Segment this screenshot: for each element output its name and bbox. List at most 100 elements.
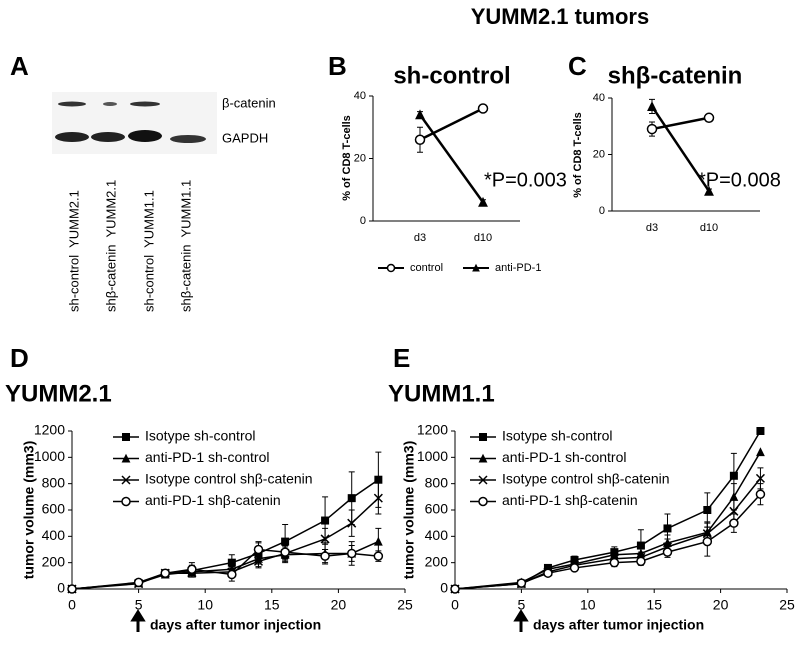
marker <box>516 578 527 588</box>
series-line <box>454 493 761 590</box>
marker <box>450 584 460 594</box>
marker <box>702 536 713 547</box>
y-tick-label: 1000 <box>417 448 448 464</box>
marker <box>320 551 330 561</box>
marker <box>636 541 645 550</box>
lane-label: sh-control YUMM2.1 <box>66 190 81 312</box>
x-tick-label: 5 <box>135 597 143 613</box>
legend-label: Isotype control shβ-catenin <box>502 471 670 487</box>
legend-label: anti-PD-1 shβ-catenin <box>502 492 638 508</box>
marker <box>253 544 264 555</box>
annotation: *P=0.008 <box>698 169 781 191</box>
x-tick-label: 15 <box>264 597 280 613</box>
y-axis-label: % of CD8 T-cells <box>341 115 353 201</box>
marker <box>347 494 356 503</box>
arrow <box>513 609 529 632</box>
marker <box>373 536 383 546</box>
legend-label: anti-PD-1 shβ-catenin <box>145 492 281 508</box>
x-tick-label: 20 <box>331 597 347 613</box>
y-tick-label: 200 <box>425 553 449 569</box>
marker <box>281 537 290 546</box>
marker <box>756 427 765 435</box>
marker <box>477 103 489 114</box>
series-line <box>651 116 710 131</box>
y-tick-label: 800 <box>42 474 66 490</box>
figure-title: YUMM2.1 tumors <box>471 4 649 29</box>
marker <box>478 475 488 485</box>
panel-label: C <box>568 51 587 81</box>
marker <box>609 557 620 568</box>
chart-title: YUMM2.1 <box>5 380 112 407</box>
marker <box>729 471 738 480</box>
marker <box>346 548 357 559</box>
marker <box>478 496 488 507</box>
x-tick-label: 15 <box>646 597 662 613</box>
marker <box>478 196 488 207</box>
series-line <box>71 548 379 590</box>
marker <box>386 263 396 273</box>
chart-title: sh-control <box>393 62 510 89</box>
chart-title: shβ-catenin <box>608 62 743 89</box>
x-tick-label: 10 <box>197 597 213 613</box>
y-tick-label: 600 <box>42 501 66 517</box>
marker <box>121 475 131 485</box>
marker <box>160 568 170 578</box>
x-tick-label: 0 <box>451 597 459 613</box>
series-line <box>71 540 379 590</box>
marker <box>121 496 131 507</box>
y-tick-label: 40 <box>354 90 366 102</box>
marker <box>253 556 264 566</box>
marker <box>320 534 330 544</box>
panel-label: D <box>10 343 29 373</box>
marker <box>67 584 77 594</box>
marker <box>122 433 130 441</box>
chart-title: YUMM1.1 <box>388 380 495 407</box>
marker <box>347 518 357 528</box>
y-tick-label: 600 <box>425 501 449 517</box>
y-tick-label: 40 <box>593 92 605 104</box>
marker <box>662 547 673 557</box>
y-tick-label: 20 <box>354 152 366 164</box>
series-line <box>418 114 485 203</box>
lane-label: shβ-catenin YUMM1.1 <box>178 180 193 312</box>
y-tick-label: 400 <box>42 527 66 543</box>
marker <box>321 516 330 525</box>
legend-label: anti-PD-1 <box>495 262 541 274</box>
y-tick-label: 0 <box>57 580 65 596</box>
legend-label: anti-PD-1 sh-control <box>502 449 627 465</box>
x-tick-label: 25 <box>397 597 413 613</box>
marker <box>478 453 488 463</box>
marker <box>729 492 739 501</box>
marker <box>729 518 739 528</box>
marker <box>280 547 290 557</box>
marker <box>472 263 480 272</box>
marker <box>373 493 383 503</box>
marker <box>415 109 425 120</box>
marker <box>704 185 714 196</box>
legend-label: Isotype sh-control <box>502 428 613 444</box>
y-tick-label: 1200 <box>34 422 65 438</box>
marker <box>636 556 646 567</box>
y-tick-label: 20 <box>593 148 605 160</box>
lane-label: shβ-catenin YUMM2.1 <box>103 180 118 312</box>
marker <box>121 453 131 463</box>
marker <box>756 447 765 457</box>
legend-label: anti-PD-1 sh-control <box>145 449 270 465</box>
marker <box>755 473 765 483</box>
series-line <box>454 451 762 590</box>
marker <box>663 524 672 533</box>
series-line <box>419 107 484 141</box>
marker <box>374 475 383 484</box>
marker <box>227 569 237 580</box>
x-tick-label: 0 <box>68 597 76 613</box>
y-tick-label: 1200 <box>417 422 448 438</box>
series-line <box>650 105 711 192</box>
x-tick-label: 5 <box>518 597 526 613</box>
panel-label: A <box>10 51 29 81</box>
marker <box>543 568 553 578</box>
x-tick-label: 20 <box>713 597 729 613</box>
marker <box>479 433 487 441</box>
x-tick-label: 10 <box>580 597 596 613</box>
blot-image <box>52 92 217 154</box>
